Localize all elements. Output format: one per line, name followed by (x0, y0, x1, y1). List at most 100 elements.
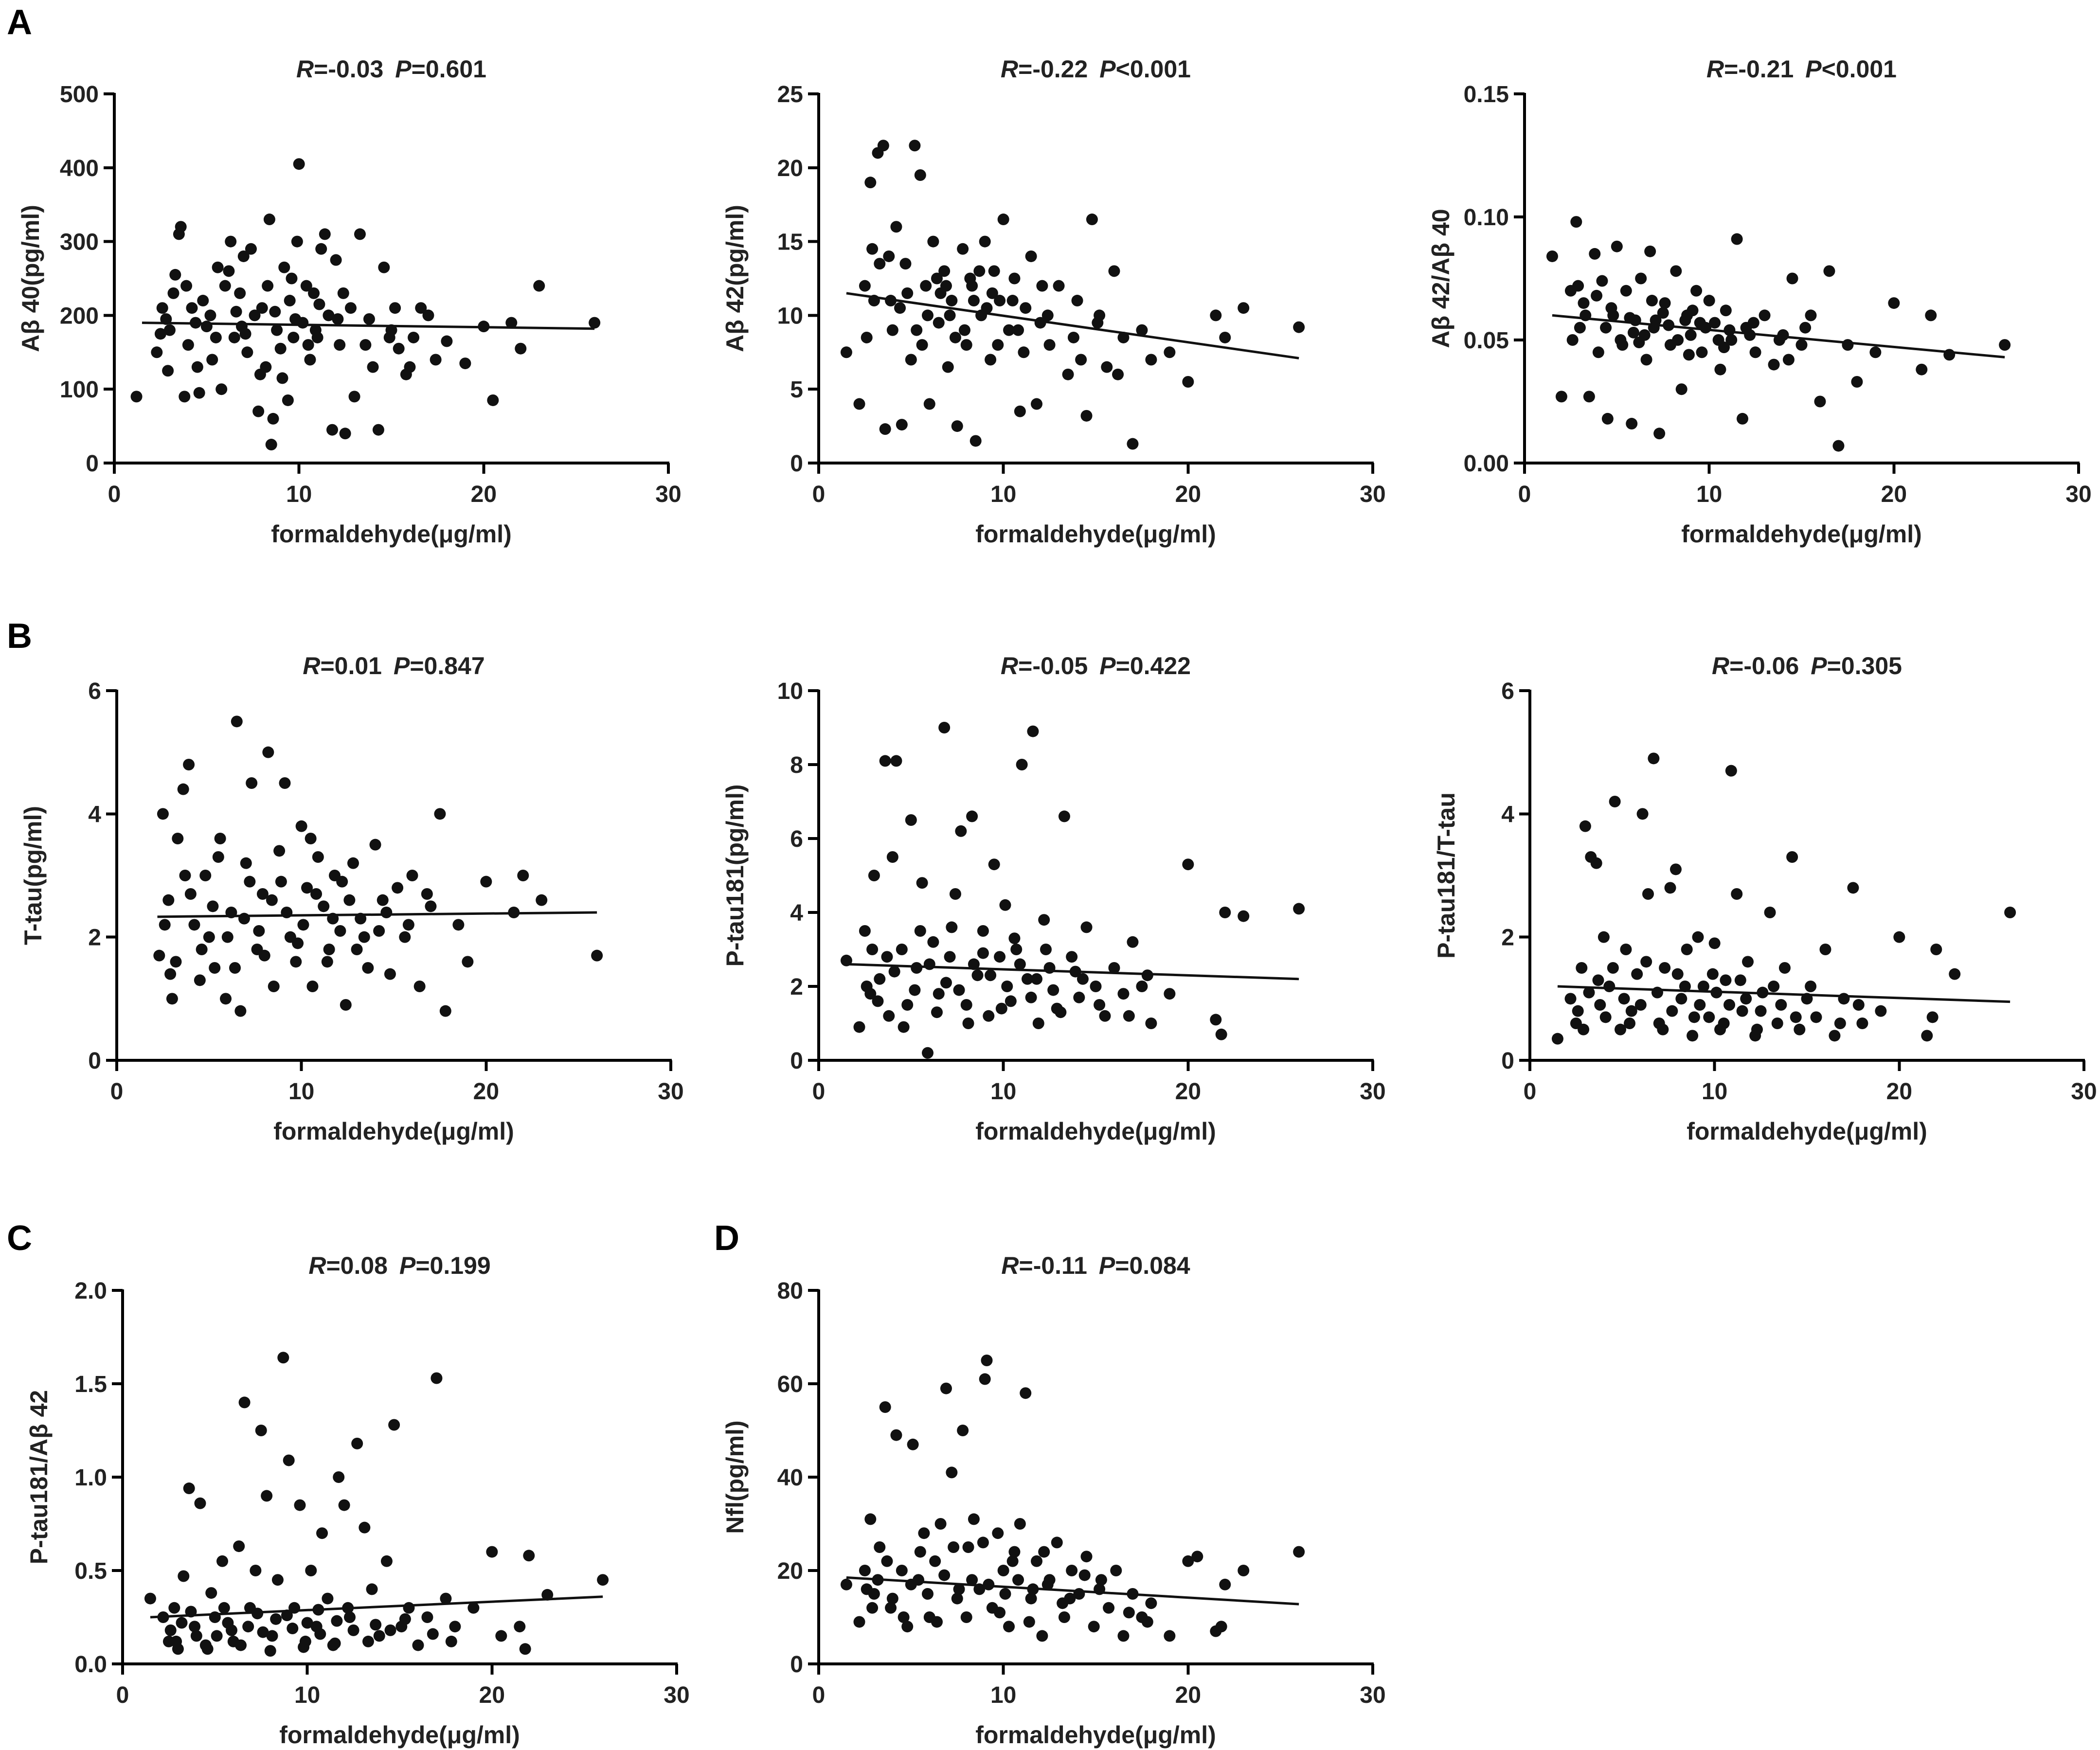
data-point (931, 272, 943, 285)
data-point (1032, 1018, 1044, 1029)
data-point (344, 302, 357, 314)
data-point (966, 1574, 978, 1586)
stat-p-value: <0.001 (1822, 55, 1897, 83)
data-point (1694, 999, 1706, 1011)
data-point (944, 309, 956, 321)
data-point (372, 424, 384, 436)
data-point (519, 1643, 531, 1655)
data-point (1644, 245, 1656, 257)
stat-r-value: =-0.11 (1019, 1252, 1087, 1279)
data-point (1164, 346, 1176, 358)
data-point (363, 313, 375, 325)
data-point (415, 302, 427, 314)
data-point (1182, 376, 1194, 388)
data-point (333, 1471, 345, 1483)
data-point (1628, 326, 1640, 339)
data-point (918, 1527, 930, 1539)
data-point (1795, 339, 1808, 351)
data-point (1640, 354, 1652, 366)
data-point (183, 1482, 195, 1495)
data-point (156, 302, 168, 314)
y-tick-label: 0 (1501, 1048, 1514, 1074)
data-point (338, 1499, 350, 1511)
data-point (1653, 428, 1666, 440)
data-point (1008, 272, 1021, 285)
data-point (988, 858, 1000, 871)
data-point (292, 937, 304, 949)
data-point (944, 951, 956, 963)
data-point (162, 894, 175, 906)
data-point (1025, 250, 1037, 262)
data-point (1685, 329, 1697, 341)
data-point (256, 302, 268, 314)
regression-line (846, 292, 1299, 359)
data-point (859, 280, 871, 292)
data-point (240, 857, 252, 869)
data-point (290, 956, 302, 968)
data-point (216, 1555, 229, 1567)
data-point (230, 305, 242, 318)
data-point (1027, 725, 1039, 737)
data-point (1141, 969, 1153, 982)
data-point (486, 1546, 498, 1558)
y-axis-title: Aβ 42/Aβ 40 (1427, 209, 1454, 348)
data-point (1141, 1616, 1153, 1628)
data-point (1618, 993, 1630, 1005)
data-point (301, 1617, 313, 1629)
data-point (1062, 368, 1074, 380)
x-tick-label: 30 (664, 1682, 689, 1708)
data-point (1219, 1578, 1231, 1590)
x-tick-label: 30 (1360, 1079, 1385, 1105)
y-tick-label: 4 (88, 802, 101, 827)
stat-p-label: P (1805, 55, 1822, 83)
data-point (1782, 354, 1795, 366)
x-tick-label: 10 (990, 482, 1016, 507)
data-point (1005, 995, 1017, 1007)
data-point (194, 1497, 206, 1509)
data-point (905, 354, 917, 366)
data-point (960, 1611, 972, 1623)
data-point (210, 331, 222, 343)
data-point (1672, 334, 1684, 346)
data-point (1136, 981, 1148, 992)
y-tick-label: 1.5 (74, 1372, 107, 1397)
data-point (1191, 1551, 1203, 1563)
data-point (1611, 240, 1623, 252)
data-point (1832, 440, 1845, 452)
y-axis-title: P-tau181/T-tau (1433, 792, 1460, 959)
data-point (1775, 999, 1787, 1011)
data-point (1736, 1005, 1748, 1017)
stat-p-label: P (399, 1252, 416, 1279)
data-point (1572, 280, 1584, 292)
data-point (172, 833, 184, 844)
data-point (1025, 991, 1037, 1003)
data-point (176, 1617, 188, 1629)
data-point (901, 1621, 914, 1633)
data-point (347, 857, 359, 869)
data-point (413, 981, 426, 992)
data-point (1679, 981, 1691, 992)
data-point (130, 391, 143, 403)
y-tick-label: 20 (777, 1558, 803, 1584)
data-point (1145, 354, 1157, 366)
data-point (249, 309, 261, 321)
y-tick-label: 2 (790, 974, 803, 1000)
data-point (997, 214, 1009, 226)
data-point (170, 956, 182, 968)
data-point (199, 870, 212, 881)
data-point (180, 280, 193, 292)
data-point (985, 354, 997, 366)
data-point (927, 235, 939, 248)
data-point (306, 981, 319, 992)
plot-nfl: 0 20 40 60 80 0 10 20 30 formaldehyde(μg/ml) Nfl(p… (721, 1252, 1386, 1749)
data-point (985, 969, 997, 982)
x-tick-label: 0 (1524, 1079, 1537, 1105)
data-point (421, 888, 433, 900)
data-point (960, 339, 972, 351)
data-point (1615, 1023, 1627, 1036)
data-point (541, 1589, 554, 1601)
data-point (1006, 1555, 1019, 1567)
data-point (927, 936, 939, 948)
data-point (1117, 1630, 1130, 1642)
data-point (339, 428, 351, 440)
